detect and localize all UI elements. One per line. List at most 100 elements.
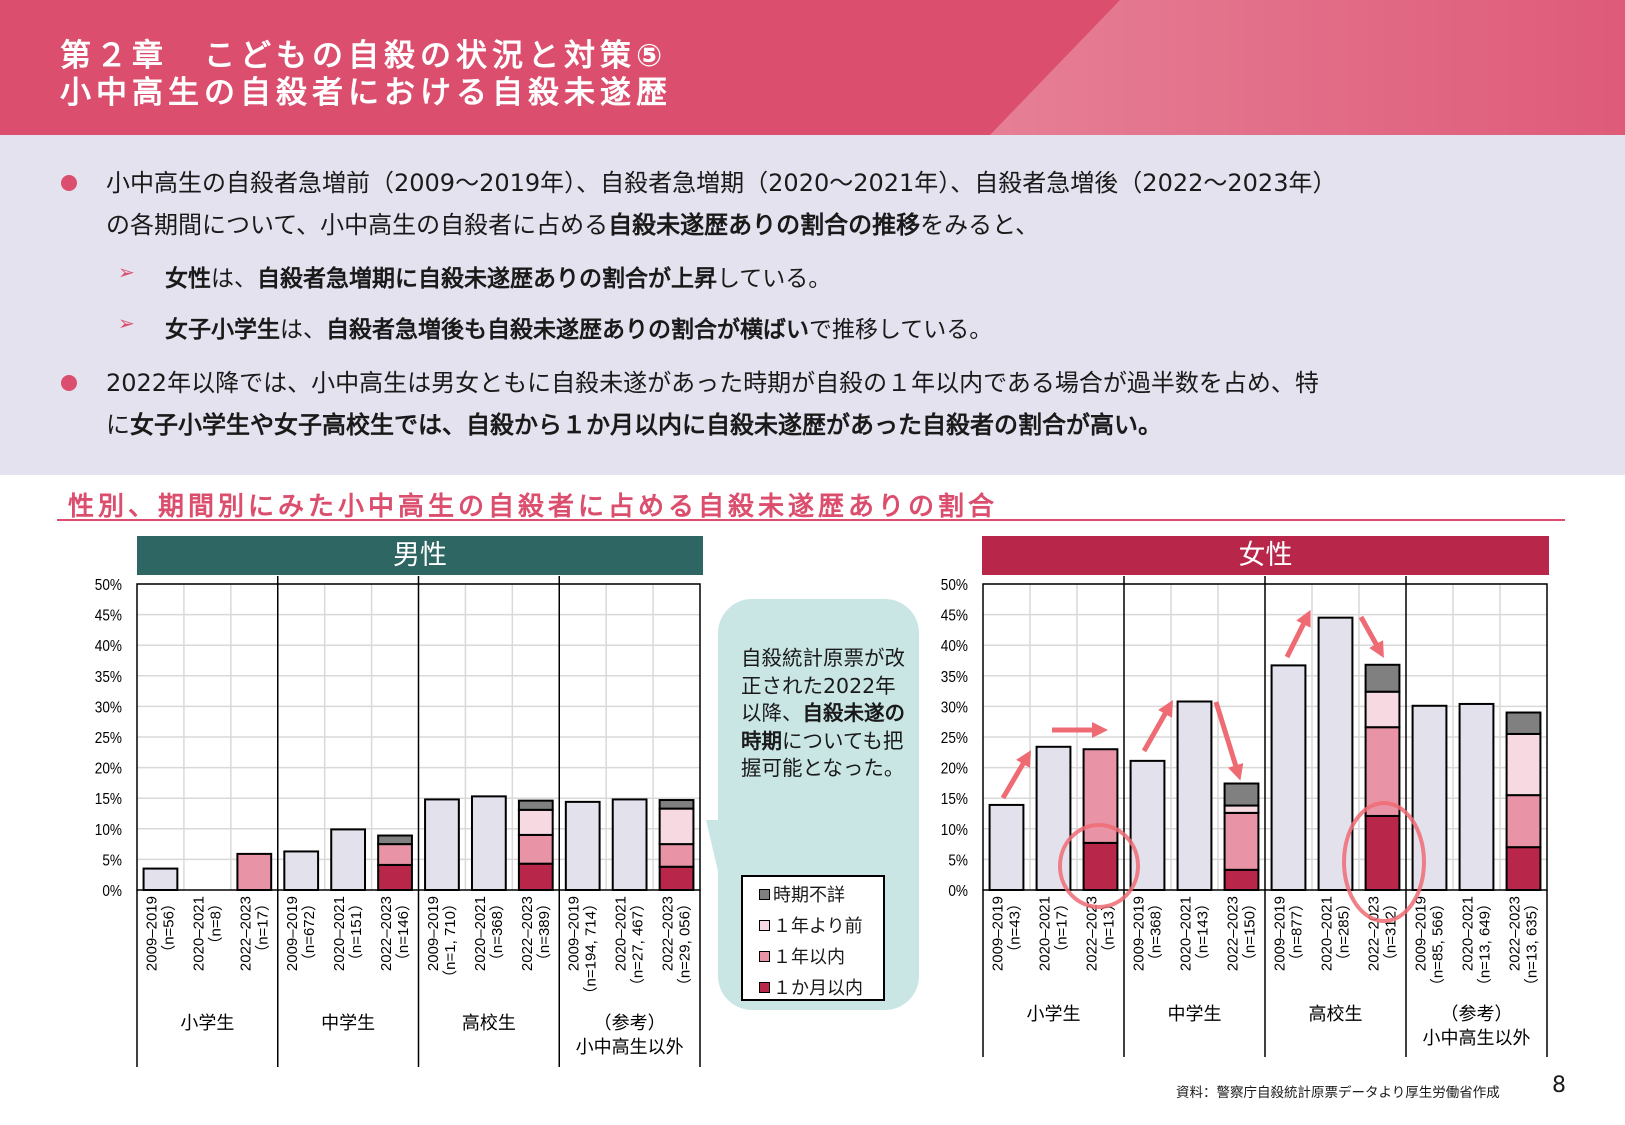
bar-segment [1223, 782, 1260, 807]
legend-item: １年以内 [759, 943, 845, 969]
male-chart: 0% 5% 10% 15% 20% 25% 30% 35% 40% 45% 50% 2009‒2019… [95, 576, 701, 1067]
bar-segment [1364, 690, 1401, 729]
bar-segment [1223, 811, 1260, 871]
source-note: 資料：警察庁自殺統計原票データより厚生労働省作成 [1176, 1085, 1500, 1101]
x-tick-n-label: （n=150） [1242, 896, 1259, 968]
chapter-title: 第２章 こどもの自殺の状況と対策⑤ [60, 38, 668, 74]
x-tick-label: 2020‒2021 [1319, 896, 1336, 971]
bar [1035, 745, 1072, 891]
x-tick-label: 2009‒2019 [566, 896, 583, 971]
bar-segment [1082, 841, 1119, 891]
text: は、 [280, 317, 326, 343]
bar [1317, 616, 1354, 891]
x-tick-n-label: （n=8） [207, 896, 224, 951]
summary-panel: 小中高生の自殺者急増前（2009～2019年）、自殺者急増期（2020～2021… [0, 135, 1625, 475]
group-label: （参考） [1441, 1004, 1513, 1025]
x-tick-n-label: （n=368） [489, 896, 506, 968]
plot-frame [136, 583, 701, 891]
bar-segment [658, 865, 695, 892]
bar-segment [1364, 814, 1401, 891]
y-tick-label: 15% [95, 791, 122, 808]
x-tick-n-label: （n=13, 635） [1524, 896, 1541, 993]
x-tick-label: 2022‒2023 [660, 896, 677, 971]
summary-line: に女子小学生や女子高校生では、自殺から１か月以内に自殺未遂歴があった自殺者の割合… [106, 405, 1162, 440]
summary-line: 2022年以降では、小中高生は男女ともに自殺未遂があった時期が自殺の１年以内であ… [106, 363, 1319, 398]
bar [142, 867, 179, 892]
y-tick-label: 25% [941, 730, 968, 747]
legend-item: 時期不詳 [759, 881, 845, 907]
x-tick-n-label: （n=312） [1383, 896, 1400, 968]
bar-segment [658, 799, 695, 810]
group-label: 中学生 [1168, 1004, 1222, 1025]
bar-segment [517, 808, 554, 836]
y-tick-label: 15% [941, 791, 968, 808]
bar [1176, 700, 1213, 892]
x-tick-label: 2020‒2021 [613, 896, 630, 971]
y-tick-label: 30% [95, 699, 122, 716]
x-tick-n-label: （n=43） [1007, 896, 1024, 960]
group-label: 小学生 [1027, 1004, 1081, 1025]
x-tick-label: 2022‒2023 [519, 896, 536, 971]
bar [1270, 664, 1307, 891]
text: についても把握可能となった。 [741, 728, 905, 781]
sub-bullet-arrow-icon: ➢ [118, 311, 135, 335]
x-tick-label: 2022‒2023 [1366, 896, 1383, 971]
x-tick-n-label: （n=17） [254, 896, 271, 960]
text: で推移している。 [809, 317, 993, 343]
x-tick-label: 2020‒2021 [1178, 896, 1195, 971]
y-tick-label: 5% [102, 852, 122, 869]
trend-arrow-icon [1358, 615, 1384, 658]
bar [988, 803, 1025, 892]
bar-segment [658, 807, 695, 846]
y-tick-label: 30% [941, 699, 968, 716]
x-tick-n-label: （n=877） [1289, 896, 1306, 968]
x-tick-label: 2009‒2019 [425, 896, 442, 971]
chart-legend: 時期不詳 １年より前 １年以内 １か月以内 [741, 875, 885, 1001]
x-tick-label: 2009‒2019 [990, 896, 1007, 971]
emphasis: 自殺者急増期に自殺未遂歴ありの割合が上昇 [257, 266, 717, 292]
x-tick-n-label: （n=389） [536, 896, 553, 968]
x-tick-label: 2009‒2019 [143, 896, 160, 971]
bar [470, 795, 507, 892]
bar [1411, 704, 1448, 892]
x-tick-n-label: （n=285） [1336, 896, 1353, 968]
y-tick-label: 40% [941, 638, 968, 655]
text: 自殺統計原票が改正された2022年以降、 [741, 646, 905, 725]
bar-segment [1505, 732, 1542, 797]
group-label: 小学生 [180, 1013, 234, 1034]
callout-tail [706, 820, 720, 880]
y-tick-label: 35% [95, 669, 122, 686]
x-tick-n-label: （n=56） [160, 896, 177, 960]
bar-segment [517, 862, 554, 892]
bar [330, 828, 367, 891]
text: に [106, 411, 130, 439]
x-tick-label: 2020‒2021 [331, 896, 348, 971]
emphasis: 自殺未遂の時期 [741, 701, 905, 753]
legend-swatch [759, 982, 770, 993]
y-tick-label: 0% [102, 883, 122, 900]
x-tick-label: 2020‒2021 [190, 896, 207, 971]
x-tick-n-label: （n=368） [1148, 896, 1165, 968]
y-tick-label: 50% [941, 577, 968, 594]
emphasis: 自殺者急増後も自殺未遂歴ありの割合が横ばい [326, 317, 809, 343]
bar-segment [1223, 868, 1260, 892]
summary-line: の各期間について、小中高生の自殺者に占める自殺未遂歴ありの割合の推移をみると、 [106, 205, 1039, 240]
callout-text: 自殺統計原票が改正された2022年以降、自殺未遂の時期についても把握可能となった… [741, 645, 911, 783]
group-label: 小中高生以外 [576, 1037, 684, 1058]
x-tick-label: 2022‒2023 [1084, 896, 1101, 971]
y-tick-label: 10% [95, 822, 122, 839]
female-chart: 0% 5% 10% 15% 20% 25% 30% 35% 40% 45% 50% 2009‒2019… [941, 576, 1548, 1057]
x-tick-label: 2009‒2019 [1413, 896, 1430, 971]
bar [611, 798, 648, 892]
x-tick-n-label: （n=672） [301, 896, 318, 968]
x-tick-label: 2020‒2021 [1037, 896, 1054, 971]
y-tick-label: 45% [941, 608, 968, 625]
trend-arrow-icon [1141, 700, 1173, 753]
x-tick-label: 2022‒2023 [378, 896, 395, 971]
x-tick-n-label: （n=1, 710） [442, 896, 459, 985]
emphasis: 自殺未遂歴ありの割合の推移 [608, 211, 921, 239]
text: 2022年以降では、小中高生は男女ともに自殺未遂があった時期が自殺の１年以内であ… [106, 369, 1319, 397]
bar-segment [236, 852, 273, 892]
trend-arrow-icon [1000, 750, 1032, 800]
x-tick-n-label: （n=85, 566） [1430, 896, 1447, 993]
